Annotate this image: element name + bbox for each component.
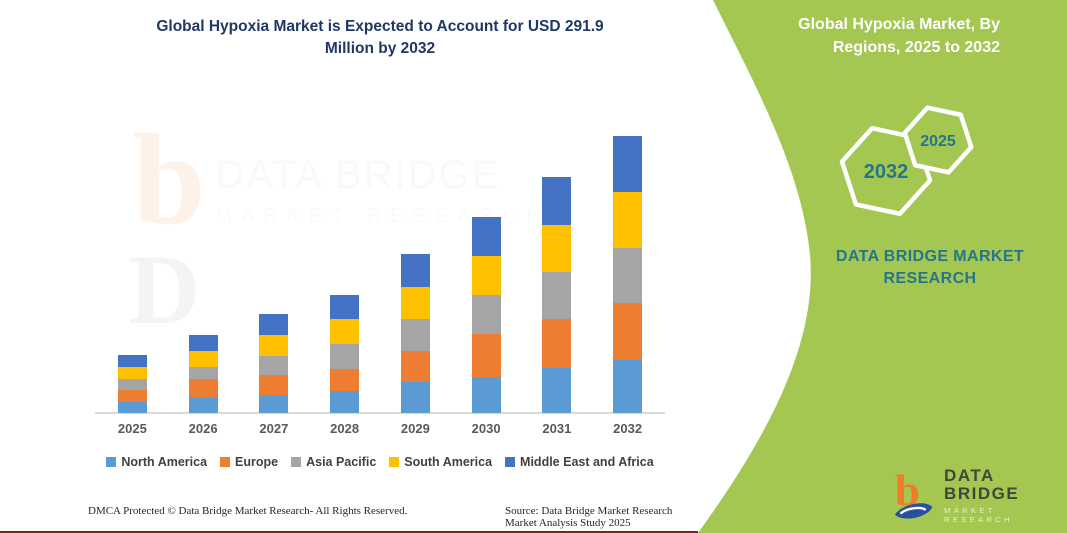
watermark-logo-icon: b: [133, 108, 206, 252]
logo-name: DATA BRIDGE: [944, 465, 1020, 503]
bar-segment-north-america: [117, 402, 147, 413]
bar-segment-asia-pacific: [117, 378, 147, 391]
bottom-accent-line: [0, 531, 698, 533]
bar-segment-north-america: [259, 394, 289, 413]
x-axis-line: [95, 412, 665, 414]
bar-segment-middle-east-and-africa: [259, 313, 289, 335]
legend-item-north-america: North America: [106, 455, 207, 469]
legend-swatch-icon: [291, 457, 302, 467]
bar-2028: [330, 294, 360, 413]
bar-2025: [117, 354, 147, 413]
bar-segment-north-america: [330, 391, 360, 413]
legend-label: Asia Pacific: [306, 455, 377, 469]
bar-segment-asia-pacific: [542, 272, 572, 319]
hexagon-2032-label: 2032: [864, 161, 909, 183]
legend-item-middle-east-and-africa: Middle East and Africa: [505, 455, 654, 469]
data-bridge-logo: b DATA BRIDGE MARKET RESEARCH: [893, 466, 1067, 524]
bar-2029: [400, 254, 430, 413]
x-axis-label-2028: 2028: [330, 421, 360, 436]
bar-segment-middle-east-and-africa: [542, 177, 572, 226]
data-bridge-logo-icon: b: [894, 466, 933, 519]
hexagon-badges: 2032 2025: [839, 105, 974, 217]
bar-segment-south-america: [542, 225, 572, 273]
watermark: b DATA BRIDGE MARKET RESEARCH: [133, 108, 550, 252]
bar-segment-europe: [188, 378, 218, 397]
legend-label: North America: [121, 455, 208, 469]
bar-segment-south-america: [117, 366, 147, 379]
legend-label: South America: [404, 455, 493, 469]
bar-segment-north-america: [542, 367, 572, 413]
footer-source-text: Source: Data Bridge Market Research Mark…: [505, 505, 673, 529]
bar-2030: [471, 217, 501, 413]
hexagon-2025: [902, 105, 974, 175]
logo-subtitle: MARKET RESEARCH: [944, 505, 1013, 524]
legend-item-south-america: South America: [389, 455, 492, 469]
bar-segment-south-america: [188, 351, 218, 367]
watermark-line1: DATA BRIDGE: [215, 153, 501, 197]
bar-segment-asia-pacific: [330, 343, 360, 369]
x-axis-label-2031: 2031: [542, 421, 572, 436]
bar-segment-europe: [117, 390, 147, 402]
bar-segment-middle-east-and-africa: [330, 294, 360, 319]
x-axis-label-2029: 2029: [400, 421, 430, 436]
bar-2026: [188, 334, 218, 413]
bar-segment-europe: [330, 368, 360, 392]
bar-segment-north-america: [613, 359, 643, 413]
bar-segment-europe: [400, 351, 430, 383]
brand-text: DATA BRIDGE MARKET RESEARCH: [835, 248, 1025, 287]
bar-2032: [613, 136, 643, 413]
stacked-bar-chart: [95, 130, 665, 414]
bar-segment-middle-east-and-africa: [471, 217, 501, 257]
page-title: Global Hypoxia Market is Expected to Acc…: [156, 18, 604, 57]
bar-segment-asia-pacific: [400, 319, 430, 352]
legend-swatch-icon: [505, 457, 516, 467]
bar-segment-south-america: [613, 192, 643, 248]
x-axis-label-2030: 2030: [471, 421, 501, 436]
bar-segment-europe: [542, 318, 572, 368]
legend-swatch-icon: [389, 457, 400, 467]
x-axis-label-2026: 2026: [188, 421, 218, 436]
legend-swatch-icon: [220, 457, 231, 467]
bar-segment-north-america: [188, 396, 218, 413]
bar-segment-south-america: [259, 334, 289, 356]
bar-segment-south-america: [400, 287, 430, 320]
x-axis-label-2032: 2032: [613, 421, 643, 436]
chart-legend: North America Europe Asia Pacific South Ame…: [80, 455, 680, 469]
watermark-secondary: D: [128, 234, 201, 345]
bar-segment-europe: [471, 333, 501, 378]
legend-label: Europe: [235, 455, 279, 469]
bar-segment-north-america: [400, 382, 430, 413]
x-axis-labels: 2025 2026 2027 2028 2029 2030 2031 2032: [97, 421, 663, 439]
bar-segment-middle-east-and-africa: [188, 334, 218, 352]
x-axis-label-2025: 2025: [117, 421, 147, 436]
footer-dmca-text: DMCA Protected © Data Bridge Market Rese…: [88, 505, 408, 517]
bar-segment-europe: [259, 374, 289, 395]
bar-segment-south-america: [330, 318, 360, 344]
bar-segment-middle-east-and-africa: [400, 254, 430, 288]
legend-swatch-icon: [106, 457, 117, 467]
legend-item-europe: Europe: [220, 455, 278, 469]
watermark-line2: MARKET RESEARCH: [215, 205, 550, 227]
bar-segment-asia-pacific: [259, 355, 289, 375]
watermark-swoosh-icon: D: [128, 234, 201, 345]
side-panel-heading: Global Hypoxia Market, By Regions, 2025 …: [798, 16, 1000, 56]
bar-segment-middle-east-and-africa: [613, 136, 643, 193]
x-axis-label-2027: 2027: [259, 421, 289, 436]
bar-segment-middle-east-and-africa: [117, 354, 147, 367]
bar-segment-asia-pacific: [471, 294, 501, 334]
bar-segment-asia-pacific: [613, 247, 643, 304]
hexagon-2025-label: 2025: [920, 133, 956, 150]
bar-2031: [542, 177, 572, 413]
bar-segment-south-america: [471, 256, 501, 295]
bar-2027: [259, 313, 289, 413]
bar-segment-europe: [613, 303, 643, 360]
bar-segment-asia-pacific: [188, 367, 218, 379]
legend-label: Middle East and Africa: [520, 455, 654, 469]
bar-segment-north-america: [471, 377, 501, 413]
legend-item-asia-pacific: Asia Pacific: [291, 455, 376, 469]
